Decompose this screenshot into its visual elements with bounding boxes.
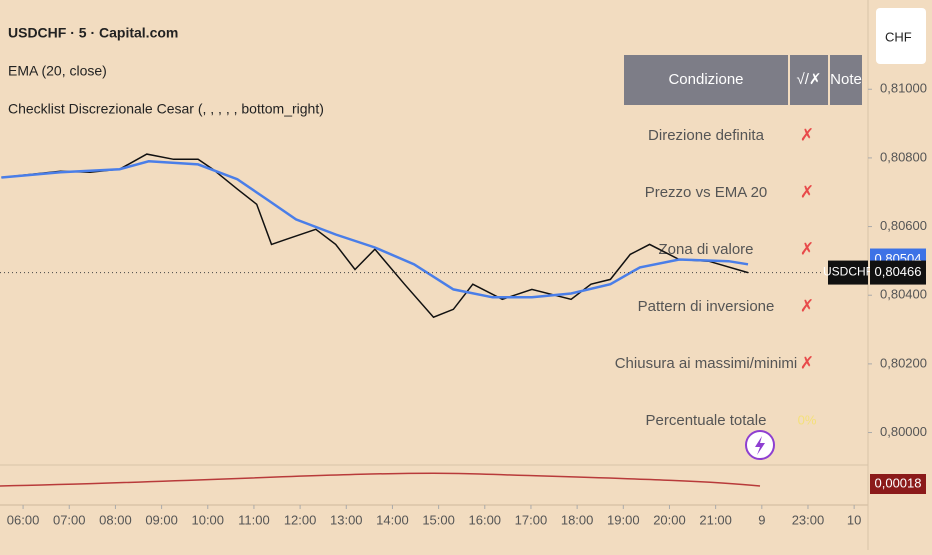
currency[interactable]: CHF: [885, 29, 912, 44]
x-tick-label: 19:00: [607, 512, 640, 527]
status: ✗: [800, 296, 814, 315]
condition: Pattern di inversione: [638, 298, 775, 315]
column-header: Note: [830, 71, 862, 88]
bolt: [755, 436, 765, 455]
header-cell: [624, 55, 788, 105]
y-tick-label: 0,81000: [880, 81, 927, 96]
status: ✗: [800, 353, 814, 372]
y-tick-label: 0,80000: [880, 424, 927, 439]
checklist-table: Condizione √/✗ Note Direzione definita ✗ P…: [615, 55, 862, 429]
status: ✗: [800, 125, 814, 144]
x-tick-label: 12:00: [284, 512, 317, 527]
x-tick-label: 06:00: [7, 512, 40, 527]
x-tick-label: 09:00: [145, 512, 178, 527]
symbol-label: USDCHF: [823, 265, 873, 279]
y-tick-label: 0,80200: [880, 355, 927, 370]
symbol-tag: [828, 260, 868, 285]
x-tick-label: 23:00: [792, 512, 825, 527]
x-tick-label: 15:00: [422, 512, 455, 527]
y-tick-label: 0,80400: [880, 287, 927, 302]
symbol-title: USDCHF · 5 · Capital.com: [8, 25, 178, 41]
condition: Percentuale totale: [646, 412, 767, 429]
ema-line: [1, 160, 749, 299]
x-tick-label: 20:00: [653, 512, 686, 527]
status: ✗: [800, 239, 814, 258]
column-header: Condizione: [668, 71, 743, 88]
x-tick-label: 10:00: [191, 512, 224, 527]
oscillator-value: 0,00018: [875, 475, 922, 490]
indicator-ema: EMA (20, close): [8, 63, 107, 79]
x-tick-label: 9: [758, 512, 765, 527]
header-cell: [830, 55, 862, 105]
price-line: [1, 153, 749, 319]
condition: Chiusura ai massimi/minimi: [615, 355, 798, 372]
condition: Direzione definita: [648, 127, 765, 144]
x-tick-label: 16:00: [469, 512, 502, 527]
x-tick-label: 13:00: [330, 512, 363, 527]
condition: Prezzo vs EMA 20: [645, 184, 768, 201]
x-tick-label: 11:00: [238, 512, 270, 527]
status: ✗: [800, 182, 814, 201]
x-tick-label: 14:00: [376, 512, 409, 527]
column-header: √/✗: [797, 71, 822, 88]
y-tick-label: 0,80600: [880, 218, 927, 233]
x-tick-label: 21:00: [699, 512, 732, 527]
x-tick-label: 18:00: [561, 512, 594, 527]
last-price-label: 0,80466: [875, 264, 922, 279]
y-tick-label: 0,80800: [880, 149, 927, 164]
oscillator-line: [0, 472, 761, 487]
x-tick-label: 10: [847, 512, 861, 527]
x-tick-label: 07:00: [53, 512, 86, 527]
currency-button[interactable]: [876, 8, 926, 64]
condition: Zona di valore: [658, 241, 753, 258]
x-tick-label: 08:00: [99, 512, 132, 527]
status: 0%: [798, 412, 817, 427]
x-tick-label: 17:00: [515, 512, 548, 527]
last-price-tag: [870, 260, 926, 285]
indicator-checklist: Checklist Discrezionale Cesar (, , , , ,…: [8, 101, 324, 117]
oscillator-tag: [870, 474, 926, 494]
header-cell: [790, 55, 828, 105]
